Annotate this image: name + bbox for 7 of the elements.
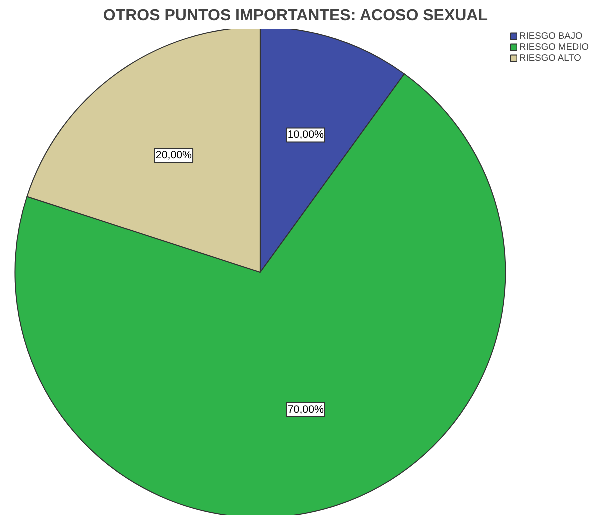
legend-label: RIESGO BAJO xyxy=(520,31,583,41)
data-label: 10,00% xyxy=(288,129,325,142)
legend-label: RIESGO ALTO xyxy=(520,53,582,63)
data-label: 20,00% xyxy=(156,150,193,162)
legend-label: RIESGO MEDIO xyxy=(520,42,589,52)
chart-title: OTROS PUNTOS IMPORTANTES: ACOSO SEXUAL xyxy=(103,8,488,24)
data-label: 70,00% xyxy=(288,404,325,416)
